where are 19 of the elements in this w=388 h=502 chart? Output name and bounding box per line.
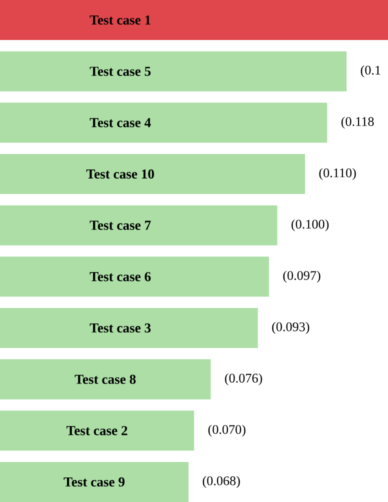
y-tick-label: Test case 4 <box>90 118 151 128</box>
data-label: (0.1 <box>360 65 380 78</box>
y-tick-label: Test case 8 <box>74 374 136 384</box>
y-tick-label: Test case 7 <box>90 220 151 230</box>
y-tick-label: Test case 3 <box>90 323 151 333</box>
data-label: (0.068) <box>202 476 240 488</box>
y-tick-label: Test case 1 <box>90 15 150 25</box>
data-label: (0.100) <box>291 219 329 232</box>
y-tick-label: Test case 9 <box>64 477 124 487</box>
data-label: (0.076) <box>224 373 262 386</box>
y-tick-label: Test case 6 <box>90 272 151 282</box>
y-tick-label: Test case 10 <box>86 169 154 179</box>
y-tick-label: Test case 2 <box>66 426 128 436</box>
y-tick-label: Test case 5 <box>90 66 150 76</box>
data-label: (0.093) <box>272 322 310 334</box>
data-label: (0.097) <box>283 270 320 283</box>
data-label: (0.118 <box>341 116 374 129</box>
data-label: (0.070) <box>208 424 246 437</box>
data-label: (0.110) <box>319 168 356 180</box>
